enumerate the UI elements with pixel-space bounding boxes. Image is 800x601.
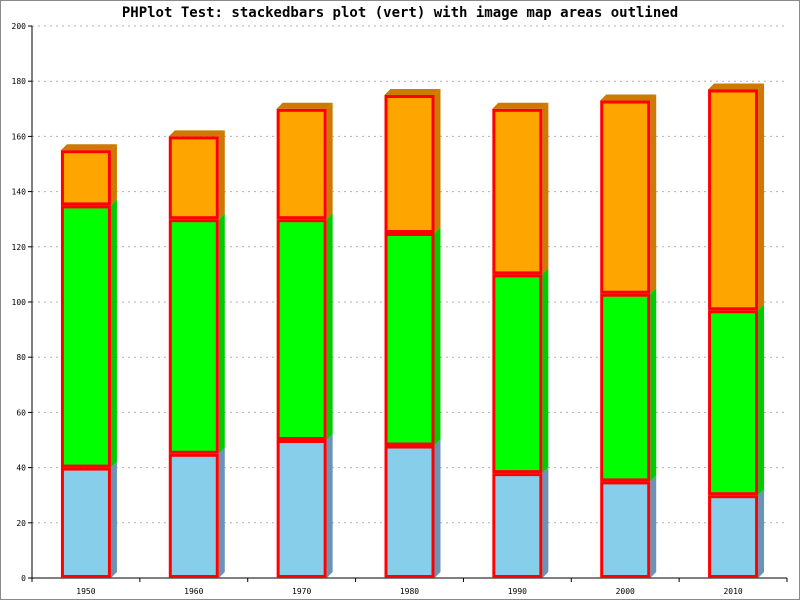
x-tick-label: 2010 — [723, 587, 742, 596]
bar-segment — [600, 100, 651, 294]
bar-segment — [276, 108, 327, 220]
bar-side — [218, 213, 225, 454]
bar-side — [542, 268, 549, 474]
bar-segment — [384, 445, 435, 578]
x-tick-label: 1950 — [76, 587, 95, 596]
bar-side — [110, 199, 117, 468]
bar-top — [60, 144, 117, 151]
bar-side — [542, 467, 549, 578]
x-tick-label: 1970 — [292, 587, 311, 596]
bar-segment — [276, 219, 327, 440]
bar-segment — [492, 274, 543, 474]
bar-segment — [384, 233, 435, 446]
bar-segment — [708, 89, 759, 311]
y-tick-label: 140 — [12, 188, 27, 197]
bar-side — [110, 144, 117, 206]
bar-side — [434, 89, 441, 233]
bar-segment — [168, 453, 219, 578]
bar-segment — [384, 95, 435, 233]
bar-segment — [492, 108, 543, 275]
y-tick-label: 40 — [16, 464, 26, 473]
bar-top — [276, 102, 333, 109]
x-tick-label: 1990 — [508, 587, 527, 596]
bar-side — [650, 287, 657, 482]
y-tick-label: 100 — [12, 298, 27, 307]
bar-top — [384, 89, 441, 95]
bar-side — [110, 461, 117, 578]
x-tick-label: 2000 — [616, 587, 635, 596]
y-tick-label: 160 — [12, 132, 27, 141]
y-tick-label: 120 — [12, 243, 27, 252]
bar-side — [542, 102, 549, 275]
bar-side — [758, 83, 765, 311]
bar-segment — [708, 310, 759, 496]
bar-segment — [708, 495, 759, 579]
y-tick-label: 60 — [16, 408, 26, 417]
y-tick-label: 20 — [16, 519, 26, 528]
bar-side — [434, 227, 441, 446]
bar-side — [758, 489, 765, 578]
bar-segment — [60, 150, 111, 206]
bar-segment — [276, 440, 327, 578]
x-tick-label: 1980 — [400, 587, 419, 596]
bar-top — [708, 83, 765, 90]
bar-side — [326, 213, 333, 440]
y-tick-label: 80 — [16, 353, 26, 362]
bar-segment — [600, 293, 651, 482]
bar-top — [168, 130, 225, 137]
y-tick-label: 0 — [21, 574, 26, 583]
bar-side — [758, 304, 765, 496]
bar-side — [326, 434, 333, 578]
bar-top — [600, 94, 657, 101]
bar-segment — [168, 219, 219, 454]
bar-segment — [492, 473, 543, 578]
bar-side — [650, 475, 657, 578]
bar-segment — [60, 467, 111, 579]
bar-segment — [600, 481, 651, 578]
chart-title: PHPlot Test: stackedbars plot (vert) wit… — [121, 5, 679, 21]
bar-side — [218, 447, 225, 578]
bar-segment — [60, 205, 111, 468]
y-tick-label: 200 — [12, 22, 27, 31]
bar-segment — [168, 136, 219, 220]
y-tick-label: 180 — [12, 77, 27, 86]
bar-side — [650, 94, 657, 294]
bar-top — [492, 102, 549, 109]
bar-side — [326, 102, 333, 220]
x-tick-label: 1960 — [184, 587, 203, 596]
bar-side — [218, 130, 225, 220]
bar-side — [434, 439, 441, 578]
